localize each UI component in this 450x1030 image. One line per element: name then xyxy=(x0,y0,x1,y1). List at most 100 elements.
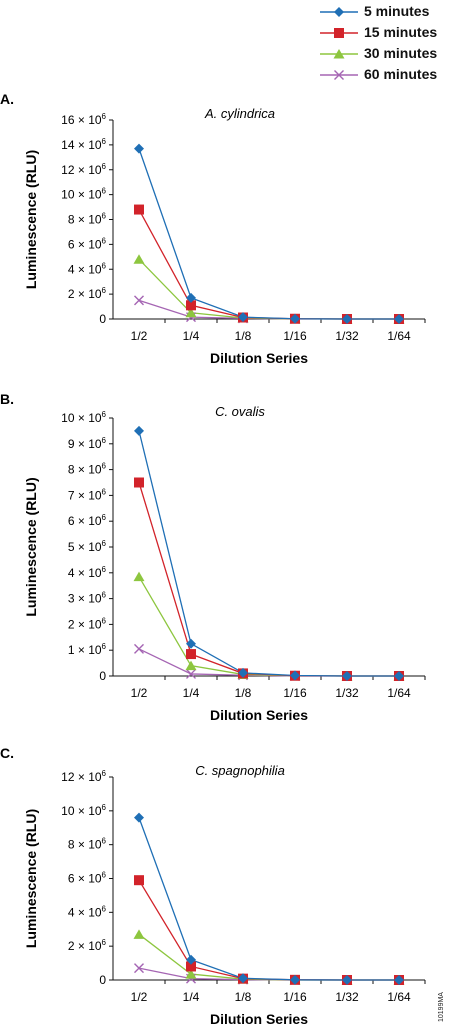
legend-swatch xyxy=(320,28,358,38)
y-tick-label: 14 × 106 xyxy=(61,137,106,152)
chart-c-spagnophilia: C. C. spagnophilia 0 2 × 106 4 × 106 6 × 106 8… xyxy=(0,745,426,1027)
series-line xyxy=(138,879,399,981)
legend-marker xyxy=(333,49,345,59)
data-point xyxy=(133,571,145,582)
legend-swatch xyxy=(320,7,358,17)
y-tick-label: 16 × 106 xyxy=(61,112,106,127)
y-tick-label: 10 × 106 xyxy=(61,803,106,818)
x-tick-label: 1/64 xyxy=(387,990,411,1004)
data-point xyxy=(186,300,196,311)
y-axis-title: Luminescence (RLU) xyxy=(23,150,39,289)
x-tick-label: 1/2 xyxy=(131,329,148,343)
y-tick-label: 6 × 106 xyxy=(68,236,107,251)
legend-swatch xyxy=(320,70,358,80)
legend-item: 60 minutes xyxy=(318,65,448,86)
x-axis-title: Dilution Series xyxy=(210,350,308,366)
chart-a-cylindrica: A. A. cylindrica 0 2 × 106 4 × 106 6 × 106 8 ×… xyxy=(0,91,426,366)
chart-title: A. cylindrica xyxy=(204,106,275,121)
data-point xyxy=(290,974,300,985)
x-tick-label: 1/16 xyxy=(283,329,307,343)
data-point xyxy=(186,961,196,972)
data-point xyxy=(290,313,300,324)
x-tick-label: 1/8 xyxy=(235,686,252,700)
x-tick-label: 1/64 xyxy=(387,686,411,700)
series-line xyxy=(138,209,399,320)
y-tick-label: 10 × 106 xyxy=(61,410,106,425)
data-point xyxy=(394,975,404,985)
y-tick-label: 8 × 106 xyxy=(68,462,107,477)
x-tick-label: 1/16 xyxy=(283,686,307,700)
x-tick-label: 1/4 xyxy=(183,686,200,700)
x-tick-label: 1/2 xyxy=(131,686,148,700)
data-point xyxy=(185,660,197,671)
series-line xyxy=(138,482,399,677)
chart-title: C. spagnophilia xyxy=(195,763,285,778)
data-point xyxy=(238,312,248,323)
data-point xyxy=(238,973,248,984)
data-point xyxy=(134,875,144,886)
x-tick-label: 1/4 xyxy=(183,990,200,1004)
legend-label: 5 minutes xyxy=(364,3,430,19)
y-tick-label: 1 × 106 xyxy=(68,642,107,657)
figure-code: 10199MA xyxy=(438,992,445,1022)
data-point xyxy=(342,671,352,681)
legend-swatch xyxy=(320,49,358,59)
legend-marker xyxy=(334,7,344,17)
series-line xyxy=(138,430,399,677)
y-tick-label: 12 × 106 xyxy=(61,162,106,177)
legend-item: 15 minutes xyxy=(318,23,448,44)
x-tick-label: 1/32 xyxy=(335,990,359,1004)
legend-item: 30 minutes xyxy=(318,44,448,65)
series-line xyxy=(138,967,399,981)
y-tick-label: 2 × 106 xyxy=(68,938,107,953)
y-tick-label: 4 × 106 xyxy=(68,904,107,919)
y-tick-label: 4 × 106 xyxy=(68,565,107,580)
data-point xyxy=(134,143,144,154)
x-tick-label: 1/16 xyxy=(283,990,307,1004)
data-point xyxy=(134,963,144,974)
y-tick-label: 8 × 106 xyxy=(68,212,107,227)
panel-label: A. xyxy=(0,91,14,107)
y-tick-label: 12 × 106 xyxy=(61,769,106,784)
x-tick-label: 1/32 xyxy=(335,329,359,343)
data-point xyxy=(186,668,196,679)
y-tick-label: 6 × 106 xyxy=(68,513,107,528)
data-point xyxy=(342,975,352,985)
x-tick-label: 1/8 xyxy=(235,329,252,343)
y-tick-label: 9 × 106 xyxy=(68,436,107,451)
y-tick-label: 7 × 106 xyxy=(68,487,107,502)
data-point xyxy=(238,667,248,678)
x-tick-label: 1/2 xyxy=(131,990,148,1004)
y-tick-label: 5 × 106 xyxy=(68,539,107,554)
series-line xyxy=(138,648,399,677)
legend: 5 minutes 15 minutes 30 minutes 60 minutes xyxy=(318,2,448,86)
y-tick-label: 0 xyxy=(99,669,106,683)
data-point xyxy=(394,671,404,681)
x-axis-title: Dilution Series xyxy=(210,707,308,723)
y-axis-title: Luminescence (RLU) xyxy=(23,477,39,616)
y-tick-label: 6 × 106 xyxy=(68,871,107,886)
data-point xyxy=(134,477,144,488)
legend-item: 5 minutes xyxy=(318,2,448,23)
y-axis-title: Luminescence (RLU) xyxy=(23,809,39,948)
data-point xyxy=(134,643,144,654)
x-axis-title: Dilution Series xyxy=(210,1011,308,1027)
data-point xyxy=(185,969,197,979)
data-point xyxy=(186,649,196,660)
data-point xyxy=(394,314,404,324)
y-tick-label: 8 × 106 xyxy=(68,837,107,852)
y-tick-label: 4 × 106 xyxy=(68,261,107,276)
series-line xyxy=(138,148,399,320)
data-point xyxy=(133,254,145,264)
x-tick-label: 1/8 xyxy=(235,990,252,1004)
chart-title: C. ovalis xyxy=(215,404,265,419)
data-point xyxy=(134,204,144,215)
y-tick-label: 2 × 106 xyxy=(68,286,107,301)
series-line xyxy=(138,258,399,320)
data-point xyxy=(186,292,196,303)
data-point xyxy=(186,954,196,965)
legend-label: 30 minutes xyxy=(364,45,438,61)
y-tick-label: 0 xyxy=(99,312,106,326)
x-tick-label: 1/4 xyxy=(183,329,200,343)
legend-marker xyxy=(334,70,344,80)
